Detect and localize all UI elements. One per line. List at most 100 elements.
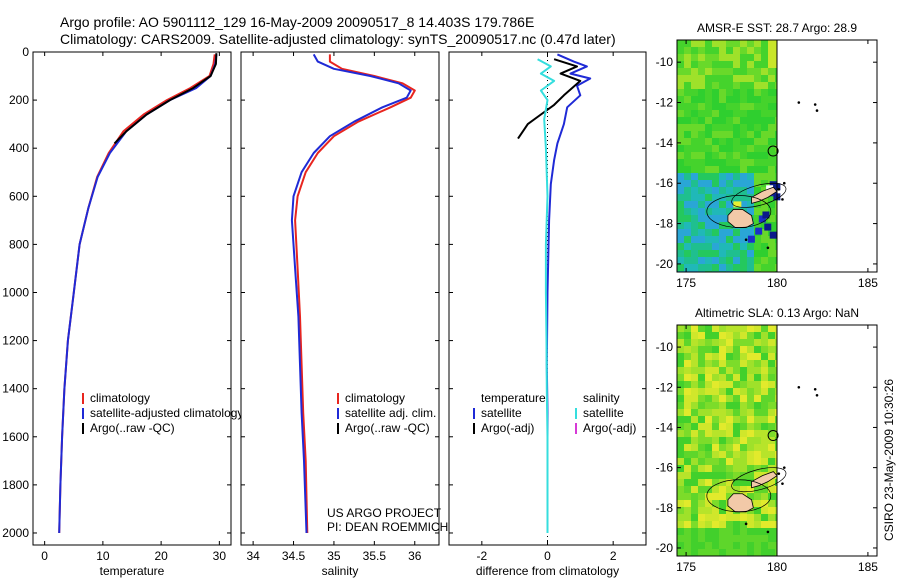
difference-legend-item-temperature: satellite <box>481 406 522 420</box>
reef-contour <box>706 479 772 513</box>
islet-marker <box>813 103 817 106</box>
altimetric_sla-ytick-label: -12 <box>656 380 674 394</box>
islet-marker <box>744 238 748 242</box>
sst-anomaly-pixel <box>762 211 770 219</box>
amsre_sst-ytick-label: -14 <box>656 136 674 150</box>
difference-legend-item-temperature: Argo(-adj) <box>481 421 534 435</box>
altimetric_sla-ytick-label: -20 <box>656 541 674 555</box>
temperature-xtick-label: 0 <box>41 549 48 563</box>
difference-legend-item-salinity: satellite <box>583 406 624 420</box>
temperature-xtick-label: 30 <box>213 549 227 563</box>
salinity-annotation-line: PI: DEAN ROEMMICH <box>327 520 448 534</box>
salinity-xtick-label: 35 <box>327 549 341 563</box>
temperature-legend-item: satellite-adjusted climatology <box>90 406 243 420</box>
salinity-xtick-label: 36 <box>408 549 422 563</box>
salinity-annotation-line: US ARGO PROJECT <box>327 506 442 520</box>
amsre_sst-ytick-label: -10 <box>656 55 674 69</box>
altimetric_sla-ytick-label: -14 <box>656 420 674 434</box>
difference-xtick-label: -2 <box>476 549 487 563</box>
temperature-panel: 0 200 400 600 800 1000 1200 1400 1600 1800 2000 0 10… <box>2 45 243 578</box>
sst-anomaly-pixel <box>747 235 755 243</box>
temperature-ytick-label: 1400 <box>2 382 29 396</box>
islet-marker <box>766 246 770 250</box>
temperature-ytick-label: 2000 <box>2 526 29 540</box>
altimetric_sla-xtick-label: 180 <box>767 560 787 574</box>
figure-title-line-2: Climatology: CARS2009. Satellite-adjuste… <box>60 31 616 47</box>
temperature-series-line <box>58 54 218 534</box>
altimetric_sla-title: Altimetric SLA: 0.13 Argo: NaN <box>695 306 859 320</box>
salinity-series-line <box>290 53 412 534</box>
temperature-ytick-label: 600 <box>9 189 29 203</box>
temperature-ytick-label: 400 <box>9 141 29 155</box>
temperature-series-line <box>113 53 218 145</box>
difference-series-line <box>517 58 582 140</box>
vanua-levu-island <box>751 471 778 489</box>
islet-marker <box>766 530 770 534</box>
islet-marker <box>813 387 817 391</box>
sst-anomaly-pixel <box>769 231 777 239</box>
altimetric_sla-ytick-label: -16 <box>656 461 674 475</box>
salinity-legend-item: satellite adj. clim. <box>345 406 436 420</box>
temperature-ytick-label: 800 <box>9 237 29 251</box>
difference-series-line <box>537 58 556 533</box>
temperature-legend-item: Argo(..raw -QC) <box>90 421 175 435</box>
sst-anomaly-pixel <box>769 181 777 189</box>
reef-contour <box>706 195 772 228</box>
islet-marker <box>777 472 781 475</box>
temperature-plot-frame <box>32 51 232 546</box>
sst-anomaly-pixel <box>755 227 763 235</box>
amsre_sst-argo-position-marker <box>767 145 779 157</box>
islet-marker <box>797 385 801 389</box>
temperature-xtick-label: 10 <box>96 549 110 563</box>
figure-title-line-1: Argo profile: AO 5901112_129 16-May-2009… <box>60 14 535 30</box>
amsre_sst-xtick-label: 175 <box>676 276 696 290</box>
salinity-panel: 34 34.5 35 35.5 36 salinity climatologysatelli… <box>240 51 448 578</box>
amsre_sst-ytick-label: -12 <box>656 96 674 110</box>
sst-anomaly-pixel <box>764 223 772 231</box>
temperature-xlabel: temperature <box>100 564 165 578</box>
viti-levu-island <box>727 493 754 513</box>
temperature-xtick-label: 20 <box>154 549 168 563</box>
salinity-xtick-label: 34 <box>246 549 260 563</box>
temperature-ytick-label: 0 <box>22 45 29 59</box>
islet-marker <box>815 394 819 397</box>
difference-legend-title-salinity: salinity <box>583 391 620 405</box>
amsre_sst-map-panel: AMSR-E SST: 28.7 Argo: 28.9 -10 -12 -14 -16 -… <box>656 21 879 290</box>
altimetric_sla-ytick-label: -18 <box>656 501 674 515</box>
islet-marker <box>781 198 784 201</box>
reef-contour <box>731 182 787 208</box>
viti-levu-island <box>727 209 754 229</box>
creation-stamp-label: CSIRO 23-May-2009 10:30:26 <box>882 379 896 541</box>
difference-legend-item-salinity: Argo(-adj) <box>583 421 636 435</box>
difference-xtick-label: 2 <box>610 549 617 563</box>
sst-anomaly-pixel <box>758 215 766 223</box>
altimetric_sla-map-panel: Altimetric SLA: 0.13 Argo: NaN -10 -12 -14 -… <box>656 306 879 574</box>
sst-warm-pixel <box>733 201 742 208</box>
islet-marker <box>782 466 786 469</box>
amsre_sst-islands <box>706 101 819 250</box>
temperature-ytick-label: 1200 <box>2 334 29 348</box>
islet-marker <box>744 522 748 526</box>
reef-contour <box>731 467 787 493</box>
altimetric_sla-ytick-label: -10 <box>656 340 674 354</box>
amsre_sst-xtick-label: 185 <box>858 276 878 290</box>
difference-xtick-label: 0 <box>544 549 551 563</box>
amsre_sst-ytick-label: -16 <box>656 176 674 190</box>
temperature-ytick-label: 200 <box>9 93 29 107</box>
islet-marker <box>815 109 819 112</box>
salinity-legend-item: Argo(..raw -QC) <box>345 421 430 435</box>
vanua-levu-island <box>751 186 778 204</box>
amsre_sst-ytick-label: -20 <box>656 257 674 271</box>
altimetric_sla-islands <box>706 385 819 534</box>
amsre_sst-ytick-label: -18 <box>656 217 674 231</box>
altimetric_sla-heatmap-cells <box>677 325 777 556</box>
salinity-plot-frame <box>240 51 440 546</box>
salinity-xtick-label: 34.5 <box>282 549 306 563</box>
difference-legend-title-temperature: temperature <box>481 391 546 405</box>
amsre_sst-title: AMSR-E SST: 28.7 Argo: 28.9 <box>697 21 857 35</box>
salinity-legend-item: climatology <box>345 391 405 405</box>
temperature-ytick-label: 1800 <box>2 478 29 492</box>
altimetric_sla-xtick-label: 175 <box>676 560 696 574</box>
